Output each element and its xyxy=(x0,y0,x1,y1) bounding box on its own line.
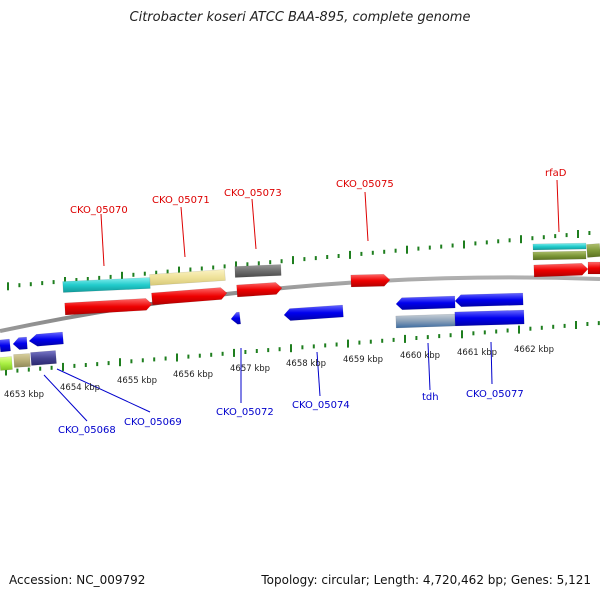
gene-label-bottom: CKO_05072 xyxy=(216,407,274,418)
gene-label-bottom: CKO_05074 xyxy=(292,400,350,411)
gene-bar-navy xyxy=(30,350,57,366)
gene-arrow-red-2 xyxy=(151,287,228,306)
gene-arrow-blue-7 xyxy=(28,331,64,347)
leader-line-bottom-1 xyxy=(43,374,88,422)
gene-label-top: CKO_05075 xyxy=(336,179,394,190)
leader-line-bottom-4 xyxy=(316,351,321,397)
gene-arrow-red-6 xyxy=(587,261,600,275)
gene-bar-khaki xyxy=(149,269,226,286)
gene-bar-lime xyxy=(0,356,13,371)
leader-line-top-2 xyxy=(180,206,186,258)
accession-text: Accession: NC_009792 xyxy=(9,573,146,587)
gene-label-bottom: CKO_05068 xyxy=(58,425,116,436)
gene-arrow-blue-3 xyxy=(395,295,456,311)
scale-label: 4653 kbp xyxy=(4,390,44,400)
scale-label: 4660 kbp xyxy=(400,351,440,361)
scale-label: 4661 kbp xyxy=(457,348,497,358)
gene-bar-steel xyxy=(395,313,456,329)
leader-line-bottom-5 xyxy=(427,342,431,391)
leader-line-top-1 xyxy=(100,213,105,267)
gene-arrow-red-3 xyxy=(236,282,283,298)
gene-label-top: CKO_05070 xyxy=(70,205,128,216)
gene-arrow-blue-2 xyxy=(283,304,344,321)
gene-label-bottom: CKO_05077 xyxy=(466,389,524,400)
leader-line-top-3 xyxy=(251,198,257,250)
gene-bar-cyan-2 xyxy=(532,242,587,251)
gene-arrow-blue-4 xyxy=(454,292,524,308)
gene-bar-cyan xyxy=(62,277,151,293)
gene-bar-tan xyxy=(13,353,31,368)
tick-marks xyxy=(5,230,600,376)
scale-label: 4656 kbp xyxy=(173,370,213,380)
scale-label: 4655 kbp xyxy=(117,376,157,386)
leader-line-bottom-6 xyxy=(490,341,493,385)
map-title: Citrobacter koseri ATCC BAA-895, complet… xyxy=(129,10,471,25)
leader-line-top-5 xyxy=(556,179,560,233)
scale-label: 4658 kbp xyxy=(286,359,326,369)
genome-backbone xyxy=(0,275,600,333)
gene-label-top: CKO_05071 xyxy=(152,195,210,206)
scale-labels: 4653 kbp 4654 kbp 4655 kbp 4656 kbp 4657 kbp… xyxy=(4,345,554,400)
gene-label-bottom: tdh xyxy=(422,392,439,403)
label-leaders xyxy=(43,179,560,422)
leader-line-top-4 xyxy=(364,191,369,242)
scale-label: 4654 kbp xyxy=(60,383,100,393)
gene-features xyxy=(0,242,600,371)
gene-arrow-red-1 xyxy=(64,298,153,316)
gene-bar-gray xyxy=(234,264,282,278)
scale-label: 4659 kbp xyxy=(343,355,383,365)
gene-arrow-red-5 xyxy=(533,262,589,278)
genome-summary-text: Topology: circular; Length: 4,720,462 bp… xyxy=(261,573,591,587)
leader-line-bottom-2 xyxy=(56,368,151,413)
lower-tick-row xyxy=(5,321,600,376)
scale-label: 4662 kbp xyxy=(514,345,554,355)
upper-tick-row xyxy=(7,230,591,291)
gene-arrow-blue-6 xyxy=(12,336,28,350)
gene-bar-blue xyxy=(454,309,525,327)
gene-bar-olive xyxy=(532,250,587,261)
gene-label-top: CKO_05073 xyxy=(224,188,282,199)
scale-label: 4657 kbp xyxy=(230,364,270,374)
gene-label-top: rfaD xyxy=(545,168,567,179)
gene-label-bottom: CKO_05069 xyxy=(124,417,182,428)
gene-bar-olive-2 xyxy=(586,243,600,258)
gene-arrow-red-4 xyxy=(350,273,391,288)
gene-arrow-blue-5 xyxy=(0,338,11,353)
gene-arrow-blue-1 xyxy=(230,311,241,325)
gene-labels: CKO_05070 CKO_05071 CKO_05073 CKO_05075 rfaD… xyxy=(58,168,567,436)
